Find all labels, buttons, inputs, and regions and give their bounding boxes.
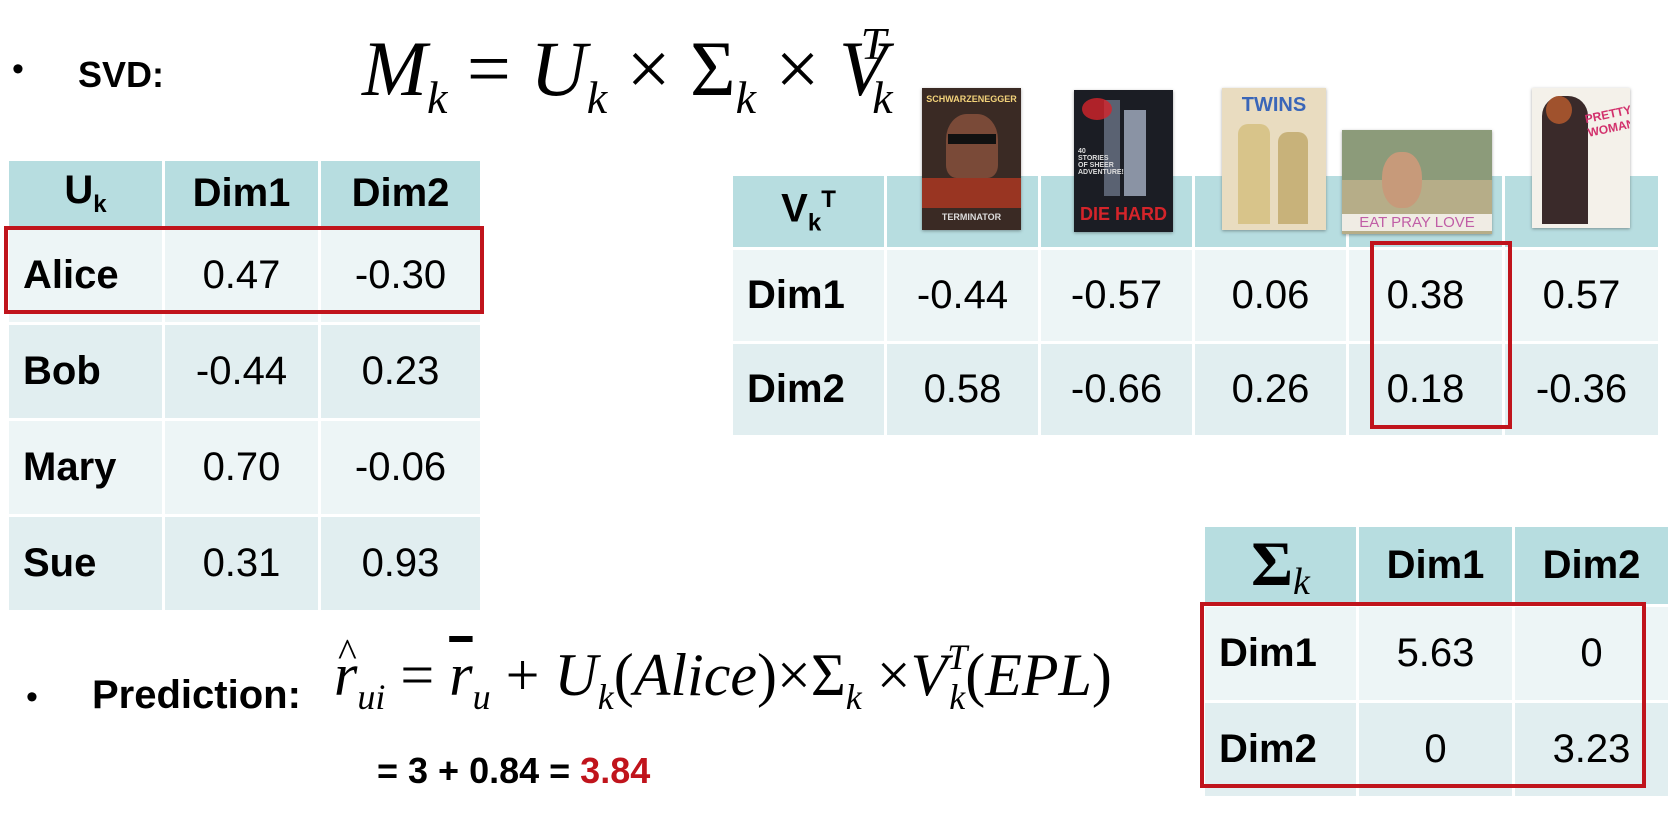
cell: -0.06 [318, 418, 483, 517]
cell: -0.36 [1502, 341, 1661, 438]
table-row: Dim2 0 3.23 [1202, 700, 1671, 799]
prediction-label: Prediction: [92, 673, 301, 717]
prediction-calculation: = 3 + 0.84 = 3.84 [377, 750, 650, 792]
table-row: Sue 0.31 0.93 [6, 514, 483, 613]
row-label: Dim1 [730, 247, 887, 344]
table-row: Bob -0.44 0.23 [6, 322, 483, 421]
table-row: Dim2 0.58 -0.66 0.26 0.18 -0.36 [730, 341, 1661, 438]
prediction-formula: r ^ ui = ru + Uk(Alice)×Σk ×VTk(EPL) [334, 630, 1112, 717]
sigma-table-corner: Σk [1202, 524, 1359, 607]
cell: -0.30 [318, 226, 483, 325]
cell: 0.70 [162, 418, 321, 517]
cell: 0 [1356, 700, 1515, 799]
bullet: • [26, 678, 38, 716]
row-label: Mary [6, 418, 165, 517]
v-table-corner: VkT [730, 173, 887, 250]
cell: 0.58 [884, 341, 1041, 438]
cell: 0.47 [162, 226, 321, 325]
cell: 0.57 [1502, 247, 1661, 344]
terminator-poster: SCHWARZENEGGER TERMINATOR [922, 88, 1021, 230]
cell: 0.18 [1346, 341, 1505, 438]
u-table-corner: Uk [6, 158, 165, 229]
u-col-dim1: Dim1 [162, 158, 321, 229]
row-label: Sue [6, 514, 165, 613]
row-label: Dim1 [1202, 604, 1359, 703]
row-label: Bob [6, 322, 165, 421]
table-row: Alice 0.47 -0.30 [6, 226, 483, 325]
cell: -0.44 [884, 247, 1041, 344]
cell: 0.38 [1346, 247, 1505, 344]
prediction-result: 3.84 [580, 750, 651, 791]
svd-formula: Mk = Uk × Σk × VTk [362, 18, 893, 123]
calculation-prefix: = 3 + 0.84 = [377, 750, 581, 791]
table-row: Mary 0.70 -0.06 [6, 418, 483, 517]
twins-poster: TWINS [1222, 88, 1326, 230]
die-hard-poster: 40 STORIES OF SHEER ADVENTURE! DIE HARD [1074, 90, 1173, 232]
sigma-col-dim1: Dim1 [1356, 524, 1515, 607]
cell: 0.93 [318, 514, 483, 613]
pretty-woman-poster: PRETTY WOMAN [1532, 88, 1630, 228]
table-row: Dim1 -0.44 -0.57 0.06 0.38 0.57 [730, 247, 1661, 344]
row-label: Dim2 [730, 341, 887, 438]
table-row: Dim1 5.63 0 [1202, 604, 1671, 703]
sigma-table: Σk Dim1 Dim2 Dim1 5.63 0 Dim2 0 3.23 [1202, 524, 1671, 799]
eat-pray-love-poster: EAT PRAY LOVE [1342, 130, 1492, 234]
cell: -0.66 [1038, 341, 1195, 438]
sigma-col-dim2: Dim2 [1512, 524, 1671, 607]
cell: 0.06 [1192, 247, 1349, 344]
row-label: Alice [6, 226, 165, 325]
cell: -0.57 [1038, 247, 1195, 344]
cell: 0 [1512, 604, 1671, 703]
svd-label: SVD: [78, 54, 165, 95]
cell: 5.63 [1356, 604, 1515, 703]
cell: 3.23 [1512, 700, 1671, 799]
cell: 0.23 [318, 322, 483, 421]
u-table: Uk Dim1 Dim2 Alice 0.47 -0.30 Bob -0.44 … [6, 158, 483, 613]
cell: 0.26 [1192, 341, 1349, 438]
row-label: Dim2 [1202, 700, 1359, 799]
v-table: VkT Dim1 -0.44 -0.57 0.06 0.38 0.57 Dim2… [730, 173, 1661, 438]
cell: -0.44 [162, 322, 321, 421]
u-col-dim2: Dim2 [318, 158, 483, 229]
bullet: • [12, 50, 24, 88]
cell: 0.31 [162, 514, 321, 613]
